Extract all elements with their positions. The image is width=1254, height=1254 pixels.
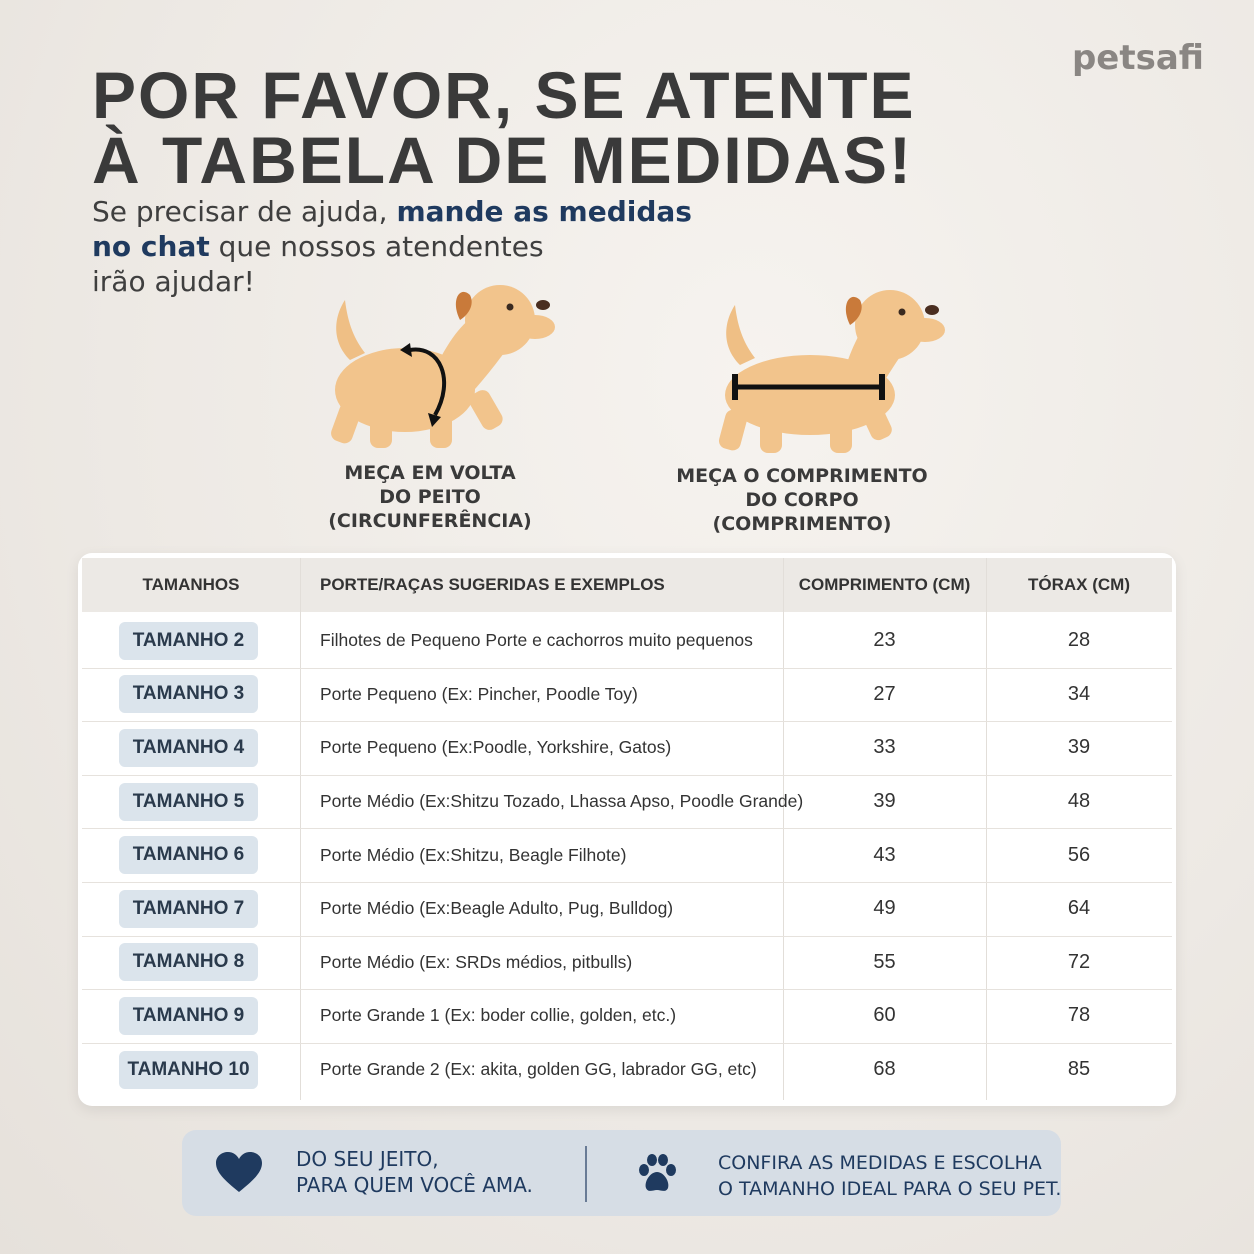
footer-left-line: DO SEU JEITO, xyxy=(296,1147,439,1171)
footer-banner: DO SEU JEITO, PARA QUEM VOCÊ AMA. CONFIR… xyxy=(182,1130,1061,1216)
size-table: TAMANHOS PORTE/RAÇAS SUGERIDAS E EXEMPLOS… xyxy=(78,553,1176,1106)
size-cell: TAMANHO 7 xyxy=(119,882,279,936)
size-cell: TAMANHO 9 xyxy=(119,989,279,1043)
row-divider xyxy=(82,989,1172,991)
divider xyxy=(585,1146,587,1202)
column-header: COMPRIMENTO (CM) xyxy=(798,575,971,594)
size-cell: TAMANHO 6 xyxy=(119,828,279,882)
row-divider xyxy=(82,774,1172,776)
row-divider xyxy=(82,935,1172,937)
length-cell: 39 xyxy=(873,790,896,813)
chest-cell: 64 xyxy=(1067,897,1091,920)
breed-cell: Filhotes de Pequeno Porte e cachorros mu… xyxy=(320,630,753,651)
breed-cell: Porte Médio (Ex:Shitzu, Beagle Filhote) xyxy=(320,844,627,865)
size-cell: TAMANHO 5 xyxy=(119,775,279,829)
column-header: TAMANHOS xyxy=(142,575,240,594)
dog-chest-illustration xyxy=(331,285,555,448)
size-cell: TAMANHO 10 xyxy=(119,1043,279,1097)
row-divider xyxy=(82,828,1172,830)
paw-icon xyxy=(639,1154,676,1191)
row-divider xyxy=(82,882,1172,883)
size-pill: TAMANHO 2 xyxy=(119,621,258,660)
footer-right-line: O TAMANHO IDEAL PARA O SEU PET. xyxy=(718,1178,1062,1200)
breed-cell: Porte Médio (Ex:Beagle Adulto, Pug, Bull… xyxy=(320,898,674,919)
subtitle-line: irão ajudar! xyxy=(92,268,255,296)
length-cell: 43 xyxy=(873,843,896,866)
size-pill: TAMANHO 5 xyxy=(119,782,258,821)
column-header: PORTE/RAÇAS SUGERIDAS E EXEMPLOS xyxy=(320,575,665,594)
length-cell: 55 xyxy=(873,950,896,973)
size-cell: TAMANHO 8 xyxy=(119,936,279,990)
heart-icon xyxy=(216,1152,262,1192)
size-pill: TAMANHO 8 xyxy=(119,943,258,982)
breed-cell: Porte Pequeno (Ex: Pincher, Poodle Toy) xyxy=(320,683,638,704)
subtitle-segment: no chat xyxy=(92,230,210,263)
dog-length-illustration xyxy=(718,290,945,453)
subtitle-segment: que nossos atendentes xyxy=(209,230,544,263)
breed-cell: Porte Médio (Ex: SRDs médios, pitbulls) xyxy=(320,951,633,972)
chest-cell: 48 xyxy=(1067,790,1091,813)
chest-cell: 78 xyxy=(1067,1004,1091,1027)
size-pill: TAMANHO 4 xyxy=(119,728,258,767)
caption-line: (COMPRIMENTO) xyxy=(712,513,892,535)
size-pill: TAMANHO 3 xyxy=(119,675,258,714)
caption-line: (CIRCUNFERÊNCIA) xyxy=(328,510,532,532)
chest-cell: 39 xyxy=(1067,736,1091,759)
footer-right-line: CONFIRA AS MEDIDAS E ESCOLHA xyxy=(718,1152,1042,1174)
chest-cell: 34 xyxy=(1067,682,1091,705)
size-pill: TAMANHO 9 xyxy=(119,996,258,1035)
table-header xyxy=(82,558,1172,612)
size-cell: TAMANHO 4 xyxy=(119,721,279,775)
title-line: POR FAVOR, SE ATENTE xyxy=(92,58,916,132)
length-cell: 23 xyxy=(873,629,896,652)
breed-cell: Porte Grande 1 (Ex: boder collie, golden… xyxy=(320,1005,677,1026)
caption-line: MEÇA EM VOLTA xyxy=(344,462,516,484)
subtitle-segment: Se precisar de ajuda, xyxy=(92,195,397,228)
subtitle-line: no chat que nossos atendentes xyxy=(92,233,544,261)
size-pill: TAMANHO 10 xyxy=(119,1050,258,1089)
size-cell: TAMANHO 3 xyxy=(119,668,279,722)
length-cell: 68 xyxy=(873,1058,896,1081)
chest-cell: 85 xyxy=(1067,1058,1091,1081)
size-pill: TAMANHO 7 xyxy=(119,889,258,928)
caption: MEÇA EM VOLTA DO PEITO (CIRCUNFERÊNCIA) xyxy=(250,461,610,533)
chest-cell: 56 xyxy=(1067,843,1091,866)
caption: MEÇA O COMPRIMENTO DO CORPO (COMPRIMENTO) xyxy=(622,464,982,536)
subtitle-segment: mande as medidas xyxy=(396,195,692,228)
caption-line: DO PEITO xyxy=(379,486,481,508)
subtitle-segment: irão ajudar! xyxy=(92,265,255,298)
title-line: À TABELA DE MEDIDAS! xyxy=(92,123,913,197)
row-divider xyxy=(82,1042,1172,1044)
chest-cell: 28 xyxy=(1067,629,1091,652)
length-cell: 27 xyxy=(873,682,896,705)
chest-cell: 72 xyxy=(1067,950,1091,973)
caption-line: DO CORPO xyxy=(745,489,859,511)
row-divider xyxy=(82,667,1172,669)
breed-cell: Porte Grande 2 (Ex: akita, golden GG, la… xyxy=(320,1059,757,1080)
subtitle-line: Se precisar de ajuda, mande as medidas xyxy=(92,198,692,226)
caption-line: MEÇA O COMPRIMENTO xyxy=(676,465,928,487)
breed-cell: Porte Pequeno (Ex:Poodle, Yorkshire, Gat… xyxy=(320,737,672,758)
row-divider xyxy=(82,721,1172,723)
length-cell: 33 xyxy=(873,736,896,759)
length-cell: 49 xyxy=(873,897,896,920)
length-cell: 60 xyxy=(873,1004,896,1027)
column-header: TÓRAX (CM) xyxy=(1028,575,1130,594)
footer-left-line: PARA QUEM VOCÊ AMA. xyxy=(296,1173,533,1197)
size-cell: TAMANHO 2 xyxy=(119,614,279,668)
breed-cell: Porte Médio (Ex:Shitzu Tozado, Lhassa Ap… xyxy=(320,791,804,812)
brand-logo: petsafi xyxy=(1071,38,1204,78)
size-pill: TAMANHO 6 xyxy=(119,836,258,875)
